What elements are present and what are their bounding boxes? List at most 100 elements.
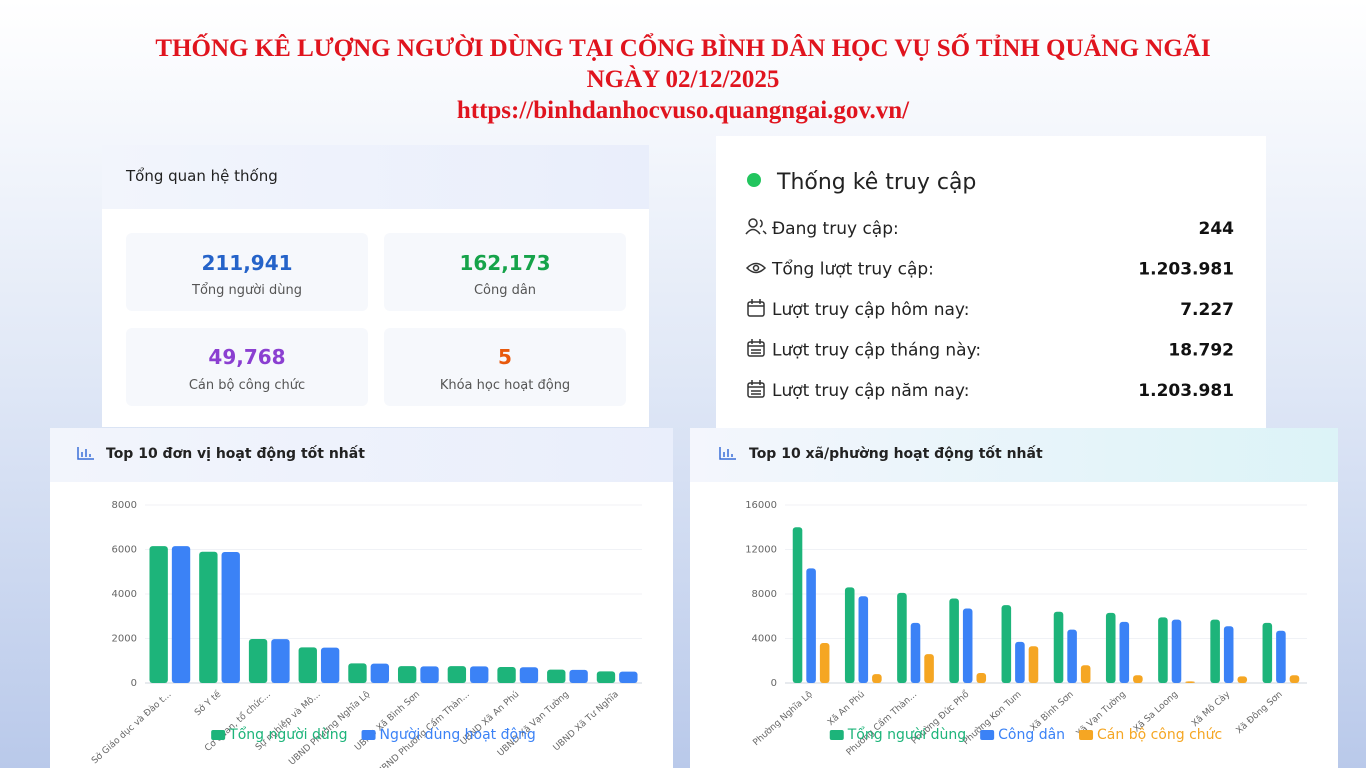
y-tick-label: 8000 [752, 589, 777, 600]
y-tick-label: 2000 [112, 634, 137, 645]
stat-value: 211,941 [201, 251, 292, 275]
access-value: 244 [1199, 219, 1235, 239]
chart-title: Top 10 xã/phường hoạt động tốt nhất [749, 445, 1043, 462]
bar [872, 674, 882, 683]
bar [858, 596, 869, 683]
bar [1210, 619, 1220, 683]
status-dot [747, 173, 761, 187]
legend-swatch [980, 730, 995, 740]
access-label: Lượt truy cập hôm nay: [772, 300, 969, 320]
y-tick-label: 6000 [112, 545, 137, 556]
bar [519, 667, 539, 683]
legend-swatch [361, 730, 376, 740]
page-date: NGÀY 02/12/2025 [587, 65, 780, 93]
stat-label: Tổng người dùng [191, 283, 302, 298]
chart-icon [719, 447, 736, 460]
access-label: Đang truy cập: [772, 219, 899, 239]
bar [547, 669, 566, 683]
bar [370, 663, 390, 683]
y-tick-label: 12000 [745, 545, 777, 556]
bar [806, 568, 816, 683]
bar [1105, 612, 1116, 683]
chart-title: Top 10 đơn vị hoạt động tốt nhất [106, 445, 365, 462]
legend-label: Tổng người dùng [847, 726, 966, 743]
y-tick-label: 4000 [752, 634, 777, 645]
page-url: https://binhdanhocvuso.quangngai.gov.vn/ [457, 97, 910, 124]
bar [1223, 626, 1234, 683]
bar [470, 666, 489, 683]
bar [420, 666, 439, 683]
access-label: Lượt truy cập tháng này: [772, 341, 981, 361]
legend-swatch [211, 730, 226, 740]
chart-icon [77, 447, 94, 460]
bar [819, 642, 830, 683]
overview-header [102, 145, 649, 209]
stat-label: Công dân [474, 283, 536, 298]
bar [596, 671, 616, 683]
bar [1185, 681, 1195, 683]
access-value: 18.792 [1168, 341, 1234, 361]
page-title: THỐNG KÊ LƯỢNG NGƯỜI DÙNG TẠI CỔNG BÌNH … [155, 33, 1210, 62]
stat-card [126, 233, 368, 311]
bar [497, 666, 516, 683]
bar [1237, 676, 1248, 683]
chart-header [50, 428, 673, 482]
stat-value: 49,768 [208, 345, 285, 369]
access-value: 7.227 [1180, 300, 1234, 320]
overview-title: Tổng quan hệ thống [125, 167, 278, 185]
stat-card [384, 233, 626, 311]
stat-card [126, 328, 368, 406]
bar [199, 551, 218, 683]
bar [910, 622, 921, 683]
y-tick-label: 0 [771, 678, 777, 689]
legend-label: Công dân [998, 727, 1065, 743]
bar [248, 638, 268, 683]
bar [792, 527, 803, 683]
bar [1028, 646, 1039, 683]
stat-value: 162,173 [459, 251, 550, 275]
access-title: Thống kê truy cập [776, 170, 976, 195]
stat-card [384, 328, 626, 406]
bar [1119, 621, 1130, 683]
stat-label: Khóa học hoạt động [440, 378, 570, 393]
bar [397, 666, 417, 683]
bar [1158, 617, 1168, 683]
y-tick-label: 0 [131, 678, 137, 689]
bar [1053, 611, 1064, 683]
bar [298, 647, 317, 683]
bar [569, 669, 588, 683]
y-tick-label: 4000 [112, 589, 137, 600]
bar [844, 587, 855, 683]
bar [949, 598, 959, 683]
bar [976, 672, 987, 683]
access-value: 1.203.981 [1138, 260, 1234, 280]
bar [1080, 665, 1091, 683]
bar [149, 546, 168, 683]
bar [924, 654, 934, 683]
bar [1262, 622, 1273, 683]
bar [1067, 629, 1077, 683]
y-tick-label: 8000 [112, 500, 137, 511]
bar [447, 666, 467, 683]
access-label: Lượt truy cập năm nay: [772, 381, 969, 401]
bar [221, 551, 240, 683]
access-icons [745, 218, 767, 398]
bar [271, 639, 290, 683]
bar [320, 647, 340, 683]
bar [897, 592, 907, 683]
legend-label: Người dùng hoạt động [380, 727, 536, 743]
y-tick-label: 16000 [745, 500, 777, 511]
stat-value: 5 [498, 345, 512, 369]
legend-swatch [1079, 730, 1094, 740]
bar [348, 663, 367, 683]
bar [1289, 675, 1300, 683]
bar [1171, 619, 1182, 683]
bar [1015, 641, 1025, 683]
legend-label: Tổng người dùng [228, 726, 347, 743]
bar [1001, 605, 1012, 683]
stat-label: Cán bộ công chức [189, 378, 305, 393]
bar [962, 608, 973, 683]
bar [1133, 675, 1143, 683]
